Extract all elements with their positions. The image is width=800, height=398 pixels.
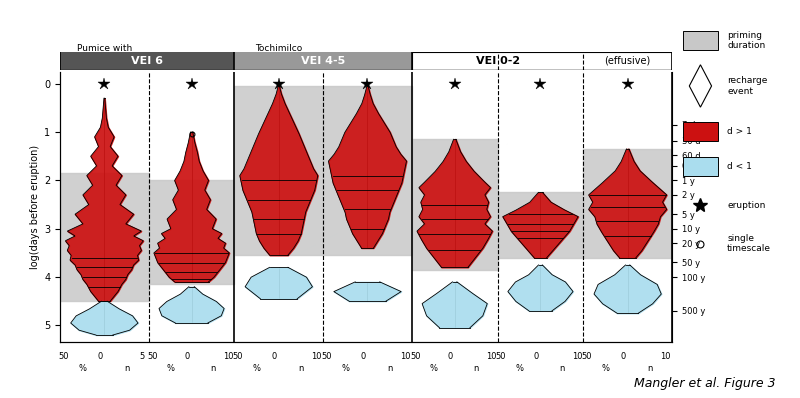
Text: 50: 50 <box>322 352 332 361</box>
Text: Yellow Pumice: Yellow Pumice <box>160 54 223 63</box>
Text: %: % <box>253 364 261 373</box>
Text: 50: 50 <box>582 352 592 361</box>
Text: Nealticán: Nealticán <box>606 54 649 63</box>
Text: 10: 10 <box>222 352 234 361</box>
Text: n: n <box>474 364 479 373</box>
Bar <box>683 31 718 50</box>
Text: Mangler et al. Figure 3: Mangler et al. Figure 3 <box>634 377 776 390</box>
Text: 50: 50 <box>496 352 506 361</box>
Text: %: % <box>602 364 610 373</box>
Text: priming
duration: priming duration <box>727 31 766 50</box>
Text: single
timescale: single timescale <box>727 234 771 253</box>
Text: VEI 4-5: VEI 4-5 <box>301 56 346 66</box>
Text: n: n <box>559 364 565 373</box>
Text: 10: 10 <box>486 352 496 361</box>
Text: %: % <box>166 364 174 373</box>
Text: n: n <box>210 364 216 373</box>
Text: 10: 10 <box>572 352 582 361</box>
Text: n: n <box>124 364 130 373</box>
Text: recharge
event: recharge event <box>727 76 767 96</box>
Bar <box>234 52 412 70</box>
Text: Pink Pumice: Pink Pumice <box>340 54 394 63</box>
Text: 0: 0 <box>534 352 538 361</box>
Text: 10: 10 <box>660 352 670 361</box>
Text: %: % <box>430 364 438 373</box>
Text: 0: 0 <box>621 352 626 361</box>
Text: Tochimilco
Pumice: Tochimilco Pumice <box>255 43 302 63</box>
Text: n: n <box>647 364 653 373</box>
Text: (effusive): (effusive) <box>605 56 650 66</box>
Text: 0: 0 <box>361 352 366 361</box>
Text: eruption: eruption <box>727 201 766 210</box>
Text: d < 1: d < 1 <box>727 162 752 171</box>
Text: Pumice with
Andesite: Pumice with Andesite <box>77 43 132 63</box>
Polygon shape <box>690 65 711 107</box>
Text: 50: 50 <box>233 352 243 361</box>
Text: VEI 0-2: VEI 0-2 <box>475 56 520 66</box>
Text: 10: 10 <box>311 352 322 361</box>
Text: n: n <box>298 364 304 373</box>
Bar <box>60 52 234 70</box>
Text: d > 1: d > 1 <box>727 127 752 136</box>
Text: Ventorrillo: Ventorrillo <box>431 54 478 63</box>
Text: VEI 6: VEI 6 <box>131 56 163 66</box>
Text: 50: 50 <box>410 352 421 361</box>
Text: 0: 0 <box>448 352 453 361</box>
Text: 0: 0 <box>272 352 277 361</box>
Text: %: % <box>78 364 86 373</box>
Text: 5: 5 <box>139 352 145 361</box>
Bar <box>683 157 718 176</box>
Text: 50: 50 <box>147 352 158 361</box>
Y-axis label: log(days before eruption): log(days before eruption) <box>30 145 40 269</box>
Text: 50: 50 <box>58 352 69 361</box>
Text: %: % <box>342 364 350 373</box>
Text: 0: 0 <box>98 352 102 361</box>
Text: 0: 0 <box>185 352 190 361</box>
Bar <box>412 52 672 70</box>
Text: El Fraile: El Fraile <box>522 54 558 63</box>
Bar <box>683 122 718 141</box>
Text: n: n <box>387 364 392 373</box>
Text: 10: 10 <box>400 352 410 361</box>
Bar <box>412 52 672 70</box>
Text: %: % <box>515 364 523 373</box>
